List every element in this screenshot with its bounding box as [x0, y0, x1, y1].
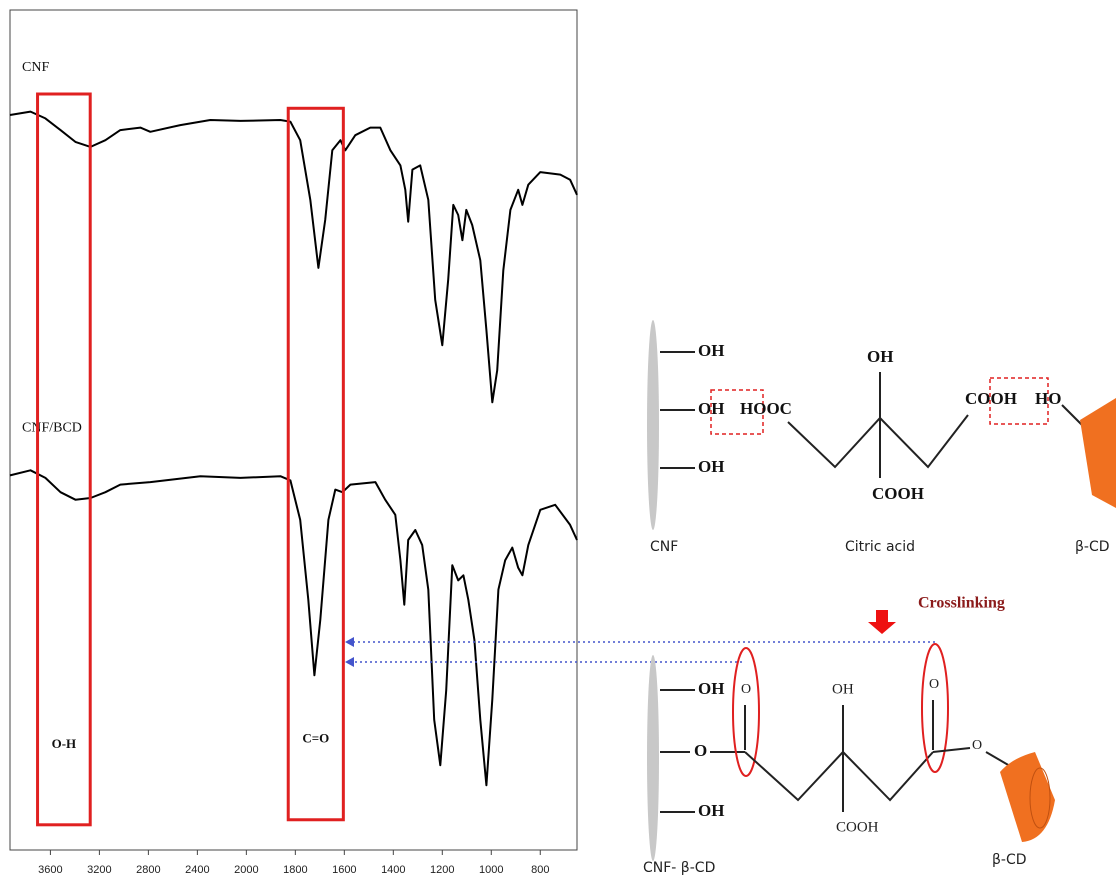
x-tick-label: 1800	[283, 864, 307, 876]
group-label: O	[741, 682, 751, 697]
plot-frame	[9, 9, 578, 851]
cnf-fiber	[647, 320, 659, 530]
series-label: CNF	[22, 60, 49, 75]
caption: CNF	[650, 539, 678, 555]
group-label: COOH	[872, 484, 924, 503]
reaction-box	[710, 389, 764, 435]
bond	[985, 751, 1011, 767]
group-label: OH	[698, 679, 724, 698]
group-label: HO	[1035, 389, 1061, 408]
cup-rim	[1029, 767, 1051, 829]
group-label: OH	[832, 681, 854, 697]
x-tick-label: 2400	[185, 864, 209, 876]
series-label: CNF/BCD	[22, 421, 82, 436]
beta-cd-cup	[1080, 398, 1116, 508]
group-label: O	[972, 738, 982, 753]
group-label: O	[694, 741, 707, 760]
cnf-fiber	[647, 655, 659, 861]
reaction-box	[989, 377, 1049, 425]
group-label: HOOC	[740, 399, 792, 418]
x-tick-label: 3200	[87, 864, 111, 876]
caption: Citric acid	[845, 539, 915, 555]
step-label: Crosslinking	[918, 595, 1005, 612]
spectrum-line	[9, 110, 578, 404]
crosslinking-scheme: OH OH OH HOOC OH COOH COOH HO CNF Citric…	[345, 320, 1116, 876]
group-label: OH	[698, 341, 724, 360]
group-label: COOH	[836, 819, 879, 835]
step-arrow	[868, 610, 896, 634]
x-tick-label: 3600	[38, 864, 62, 876]
group-label: OH	[698, 801, 724, 820]
chain	[787, 414, 969, 469]
x-tick-label: 1200	[430, 864, 454, 876]
ftir-chart: 3600 3200 2800 2400 2000 1800 1600 1400 1200 1000…	[9, 9, 578, 876]
highlight	[732, 647, 760, 777]
caption: β-CD	[1075, 539, 1110, 555]
x-tick-label: 1000	[479, 864, 503, 876]
bond	[932, 747, 971, 753]
group-label: O	[929, 677, 939, 692]
chain	[744, 750, 934, 802]
group-label: COOH	[965, 389, 1017, 408]
highlight	[921, 643, 949, 773]
caption: CNF- β-CD	[643, 860, 715, 876]
pointer-head	[345, 637, 354, 647]
highlight-box	[286, 106, 345, 822]
x-tick-label: 2800	[136, 864, 160, 876]
beta-cd-cup	[1000, 752, 1055, 842]
group-label: OH	[698, 457, 724, 476]
x-tick-label: 1600	[332, 864, 356, 876]
x-tick-label: 2000	[234, 864, 258, 876]
annotation-label: O-H	[52, 736, 77, 751]
group-label: OH	[698, 399, 724, 418]
group-label: OH	[867, 347, 893, 366]
x-tick-label: 800	[531, 864, 549, 876]
pointer-head	[345, 657, 354, 667]
spectrum-line	[9, 469, 578, 787]
bond	[1061, 404, 1083, 426]
x-tick-label: 1400	[381, 864, 405, 876]
caption: β-CD	[992, 852, 1027, 868]
annotation-label: C=O	[302, 731, 329, 746]
highlight-box	[36, 92, 92, 827]
